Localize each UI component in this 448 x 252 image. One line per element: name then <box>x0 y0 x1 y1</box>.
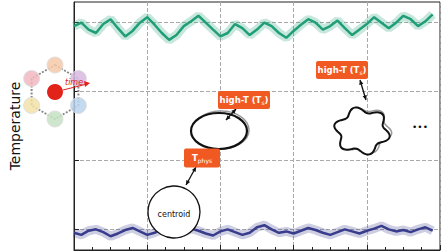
svg-text:s: s <box>261 99 265 106</box>
svg-text:high-T (T: high-T (T <box>318 65 360 75</box>
svg-text:high-T (T: high-T (T <box>220 95 262 105</box>
svg-text:Temperature: Temperature <box>7 82 23 172</box>
svg-text:centroid: centroid <box>158 210 191 219</box>
svg-text:): ) <box>265 95 269 105</box>
svg-text:): ) <box>363 65 367 75</box>
svg-text:phys: phys <box>198 157 212 165</box>
svg-text:time: time <box>65 78 83 87</box>
svg-text:T: T <box>191 153 198 163</box>
svg-text:•••: ••• <box>412 122 428 132</box>
svg-text:s: s <box>359 69 363 76</box>
